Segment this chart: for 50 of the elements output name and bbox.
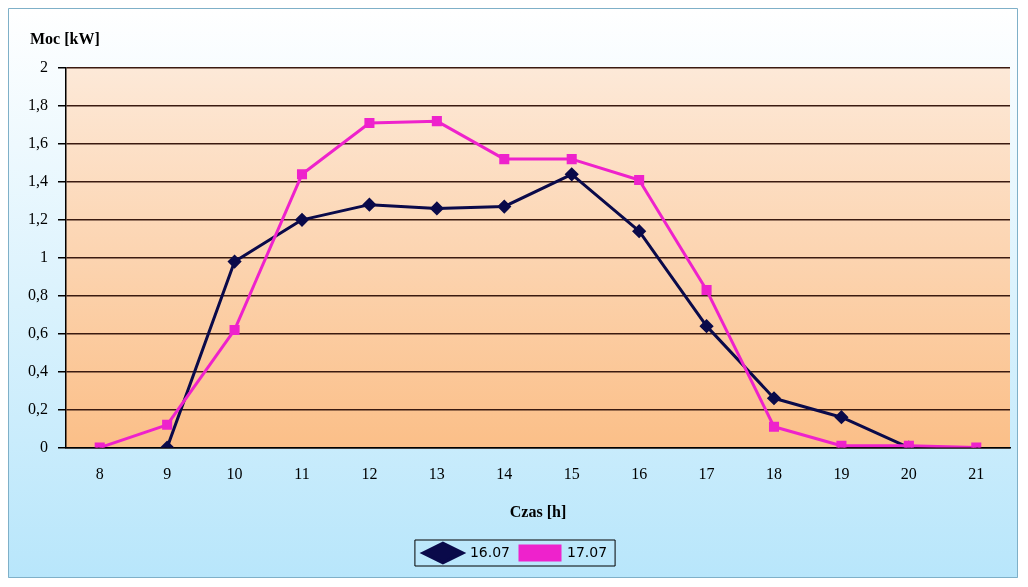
point [430,201,444,215]
point [632,224,646,238]
point [295,213,309,227]
y-tick-label: 0,8 [28,285,48,303]
point [565,167,579,181]
point [701,285,712,296]
point [836,440,847,448]
point [767,391,781,405]
x-tick-label: 21 [968,465,985,483]
x-tick-label: 14 [496,465,513,483]
point [499,154,510,165]
point [497,200,511,214]
y-tick-label: 1,2 [28,210,48,228]
point [362,198,376,212]
y-tick-label: 2 [40,58,48,76]
point [364,118,375,129]
x-tick-label: 15 [563,465,580,483]
y-tick-label: 0,6 [28,323,48,341]
point [162,419,173,430]
x-tick-label: 12 [361,465,378,483]
x-tick-label: 18 [766,465,782,483]
point [768,421,780,432]
x-tick-label: 11 [294,465,310,483]
y-tick-label: 1,4 [28,172,48,190]
x-tick-label: 20 [900,465,917,483]
legend-label: 16.07 [469,543,511,560]
y-tick-label: 1,6 [28,134,48,152]
point [296,169,308,180]
point [229,324,240,335]
x-axis-title: Czas [h] [509,502,567,520]
point [834,410,848,424]
point [431,116,442,127]
x-tick-label: 17 [698,465,715,483]
x-tick-label: 10 [226,465,243,483]
point [700,319,714,333]
x-tick-label: 19 [833,465,850,483]
point [566,154,577,165]
point [228,255,242,269]
y-tick-label: 0,2 [28,399,48,417]
y-tick-label: 1 [40,248,48,265]
y-tick-label: 0 [40,437,48,455]
legend-label: 17.07 [567,543,608,560]
point [634,174,645,186]
x-tick-label: 8 [95,465,104,483]
x-tick-label: 16 [631,465,648,483]
y-tick-label: 0,4 [28,361,48,379]
x-tick-label: 13 [428,465,445,483]
x-tick-label: 9 [163,465,172,483]
y-tick-label: 1,8 [28,96,48,114]
y-axis-title: Moc [kW] [30,30,100,48]
